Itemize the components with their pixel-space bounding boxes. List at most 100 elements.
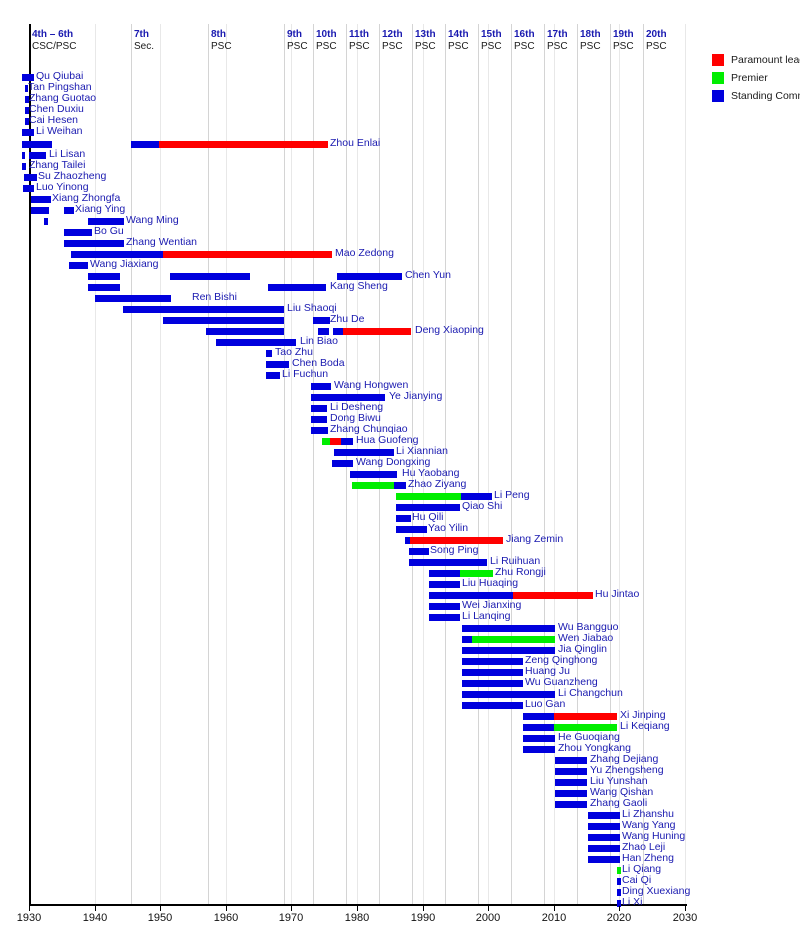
timeline-row[interactable]: Wei Jianxing [0, 600, 800, 612]
timeline-row[interactable]: Tao Zhu [0, 347, 800, 359]
timeline-row[interactable]: Wang Qishan [0, 787, 800, 799]
timeline-bar-segment[interactable] [555, 790, 587, 797]
timeline-row[interactable]: Zhou Yongkang [0, 743, 800, 755]
timeline-row[interactable]: Huang Ju [0, 666, 800, 678]
timeline-row[interactable]: Luo Yinong [0, 182, 800, 194]
timeline-bar-segment[interactable] [313, 317, 330, 324]
timeline-bar-segment[interactable] [405, 537, 410, 544]
legend-item-premier[interactable]: Premier [712, 70, 798, 86]
timeline-bar-segment[interactable] [462, 658, 523, 665]
timeline-bar-segment[interactable] [555, 779, 587, 786]
timeline-bar-segment[interactable] [588, 823, 620, 830]
timeline-bar-segment[interactable] [588, 856, 620, 863]
timeline-row[interactable]: Liu Shaoqi [0, 303, 800, 315]
timeline-bar-segment[interactable] [410, 537, 503, 544]
timeline-row[interactable]: Hu Qili [0, 512, 800, 524]
timeline-bar-segment[interactable] [617, 900, 621, 907]
timeline-bar-segment[interactable] [266, 361, 289, 368]
timeline-row[interactable]: Wang Jiaxiang [0, 259, 800, 271]
timeline-bar-segment[interactable] [617, 878, 621, 885]
timeline-row[interactable]: Song Ping [0, 545, 800, 557]
timeline-bar-segment[interactable] [523, 713, 554, 720]
timeline-bar-segment[interactable] [95, 295, 171, 302]
timeline-row[interactable]: Mao Zedong [0, 248, 800, 260]
timeline-bar-segment[interactable] [555, 801, 587, 808]
timeline-bar-segment[interactable] [24, 174, 37, 181]
timeline-bar-segment[interactable] [396, 526, 427, 533]
timeline-bar-segment[interactable] [330, 438, 345, 445]
timeline-row[interactable]: Li Desheng [0, 402, 800, 414]
timeline-bar-segment[interactable] [25, 107, 29, 114]
timeline-bar-segment[interactable] [131, 141, 159, 148]
timeline-bar-segment[interactable] [88, 218, 124, 225]
timeline-bar-segment[interactable] [334, 449, 394, 456]
timeline-row[interactable]: Zhao Leji [0, 842, 800, 854]
timeline-bar-segment[interactable] [322, 438, 330, 445]
legend-item-paramount-leader[interactable]: Paramount leader [712, 52, 800, 68]
timeline-bar-segment[interactable] [64, 240, 124, 247]
timeline-row[interactable]: Zhao Ziyang [0, 479, 800, 491]
timeline-row[interactable]: Ren Bishi [0, 292, 800, 304]
timeline-bar-segment[interactable] [472, 636, 555, 643]
timeline-bar-segment[interactable] [617, 867, 621, 874]
timeline-bar-segment[interactable] [523, 724, 554, 731]
timeline-bar-segment[interactable] [462, 636, 472, 643]
timeline-row[interactable]: Li Qiang [0, 864, 800, 876]
timeline-bar-segment[interactable] [206, 328, 284, 335]
timeline-bar-segment[interactable] [311, 405, 327, 412]
timeline-bar-segment[interactable] [25, 85, 28, 92]
timeline-row[interactable]: Dong Biwu [0, 413, 800, 425]
timeline-bar-segment[interactable] [216, 339, 296, 346]
timeline-bar-segment[interactable] [22, 129, 34, 136]
timeline-row[interactable]: Wen Jiabao [0, 633, 800, 645]
timeline-bar-segment[interactable] [44, 218, 48, 225]
timeline-row[interactable]: Jiang Zemin [0, 534, 800, 546]
timeline-row[interactable]: Qu Qiubai [0, 71, 800, 83]
timeline-bar-segment[interactable] [513, 592, 593, 599]
timeline-row[interactable]: Wang Huning [0, 831, 800, 843]
timeline-row[interactable]: Luo Gan [0, 699, 800, 711]
timeline-bar-segment[interactable] [429, 614, 460, 621]
timeline-row[interactable]: Wang Yang [0, 820, 800, 832]
timeline-row[interactable]: Liu Huaqing [0, 578, 800, 590]
timeline-bar-segment[interactable] [396, 493, 461, 500]
timeline-row[interactable]: Kang Sheng [0, 281, 800, 293]
timeline-bar-segment[interactable] [352, 482, 394, 489]
timeline-bar-segment[interactable] [311, 427, 328, 434]
timeline-bar-segment[interactable] [25, 141, 52, 148]
timeline-bar-segment[interactable] [266, 350, 272, 357]
timeline-bar-segment[interactable] [429, 592, 513, 599]
timeline-bar-segment[interactable] [311, 416, 327, 423]
timeline-bar-segment[interactable] [31, 196, 51, 203]
timeline-bar-segment[interactable] [555, 757, 587, 764]
timeline-row[interactable]: He Guoqiang [0, 732, 800, 744]
timeline-bar-segment[interactable] [337, 273, 402, 280]
timeline-bar-segment[interactable] [554, 724, 617, 731]
timeline-row[interactable]: Wang Ming [0, 215, 800, 227]
timeline-bar-segment[interactable] [396, 515, 411, 522]
timeline-row[interactable]: Wang Hongwen [0, 380, 800, 392]
timeline-bar-segment[interactable] [311, 383, 331, 390]
timeline-bar-segment[interactable] [64, 207, 74, 214]
timeline-bar-segment[interactable] [429, 570, 460, 577]
timeline-row[interactable]: Li Xi [0, 897, 800, 909]
timeline-bar-segment[interactable] [462, 647, 555, 654]
timeline-row[interactable]: Zhu Rongji [0, 567, 800, 579]
timeline-bar-segment[interactable] [29, 152, 46, 159]
timeline-bar-segment[interactable] [461, 493, 492, 500]
timeline-row[interactable]: Deng Xiaoping [0, 325, 800, 337]
timeline-bar-segment[interactable] [350, 471, 397, 478]
timeline-bar-segment[interactable] [429, 603, 460, 610]
timeline-row[interactable]: Han Zheng [0, 853, 800, 865]
timeline-row[interactable]: Chen Duxiu [0, 104, 800, 116]
timeline-row[interactable]: Li Changchun [0, 688, 800, 700]
timeline-bar-segment[interactable] [554, 713, 617, 720]
timeline-bar-segment[interactable] [588, 834, 620, 841]
timeline-bar-segment[interactable] [268, 284, 326, 291]
timeline-bar-segment[interactable] [159, 141, 328, 148]
timeline-bar-segment[interactable] [333, 328, 343, 335]
timeline-row[interactable]: Li Keqiang [0, 721, 800, 733]
timeline-row[interactable]: Li Weihan [0, 126, 800, 138]
timeline-row[interactable]: Su Zhaozheng [0, 171, 800, 183]
timeline-row[interactable]: Lin Biao [0, 336, 800, 348]
